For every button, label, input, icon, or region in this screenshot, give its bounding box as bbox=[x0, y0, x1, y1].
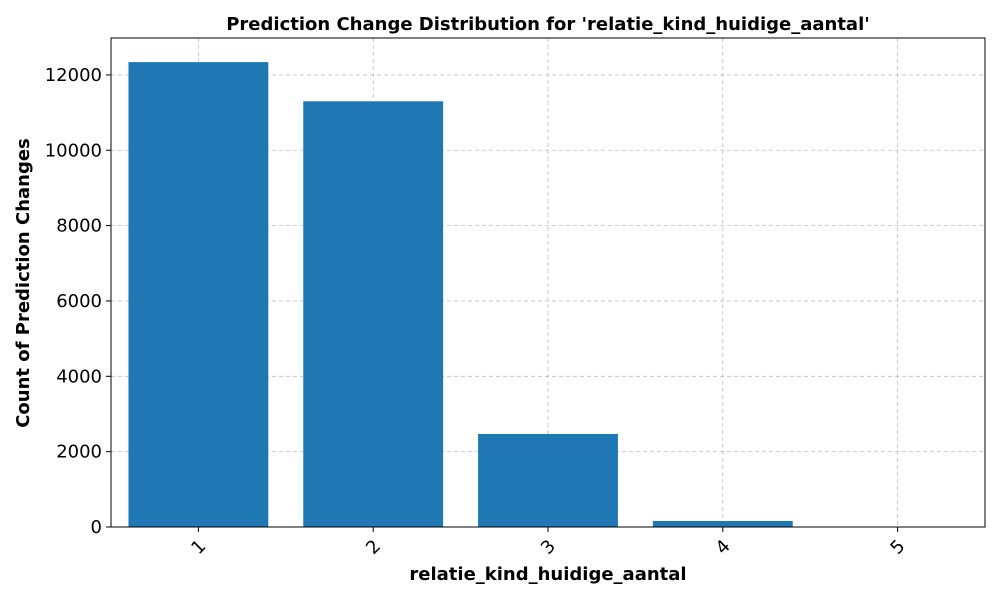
x-axis-label: relatie_kind_huidige_aantal bbox=[409, 564, 686, 585]
y-tick-label: 12000 bbox=[45, 65, 102, 86]
y-tick-label: 0 bbox=[91, 517, 102, 538]
x-tick-label: 3 bbox=[537, 536, 560, 559]
x-tick-label: 1 bbox=[187, 536, 210, 559]
bars-layer bbox=[128, 62, 968, 528]
x-tick-label: 4 bbox=[712, 536, 735, 559]
x-tick-label: 5 bbox=[886, 536, 909, 559]
y-tick-label: 8000 bbox=[56, 216, 102, 237]
y-tick-label: 6000 bbox=[56, 291, 102, 312]
bar-4 bbox=[652, 520, 793, 527]
y-tick-label: 10000 bbox=[45, 140, 102, 161]
y-tick-label: 2000 bbox=[56, 442, 102, 463]
bar-3 bbox=[478, 433, 618, 527]
x-axis: 1 2 3 4 5 bbox=[187, 527, 909, 559]
bar-2 bbox=[303, 101, 444, 528]
chart-title: Prediction Change Distribution for 'rela… bbox=[226, 14, 870, 35]
y-tick-label: 4000 bbox=[56, 366, 102, 387]
y-axis: 0 2000 4000 6000 8000 10000 12000 bbox=[45, 65, 111, 538]
bar-1 bbox=[128, 62, 269, 528]
x-tick-label: 2 bbox=[362, 536, 385, 559]
y-axis-label: Count of Prediction Changes bbox=[13, 138, 34, 428]
